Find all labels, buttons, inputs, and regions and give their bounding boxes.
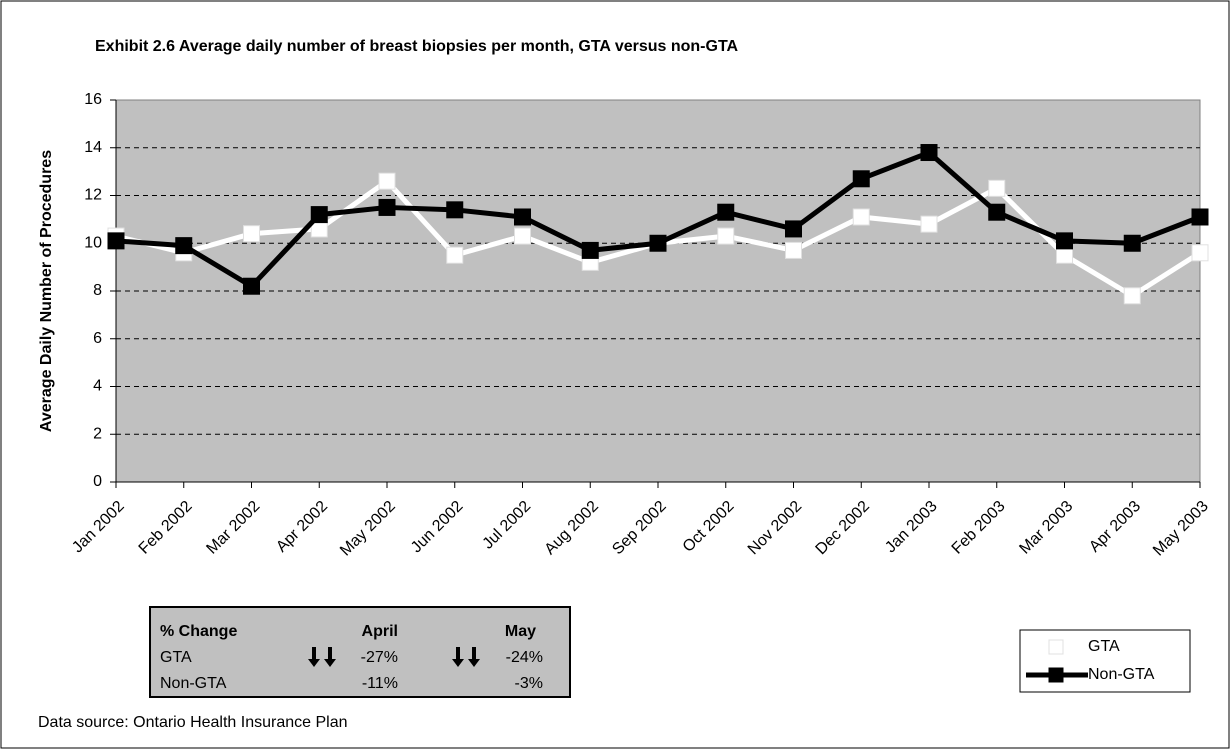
data-point: [378, 198, 396, 216]
data-point: [1056, 246, 1073, 264]
data-point: [717, 203, 735, 221]
table-cell: -11%: [362, 675, 398, 692]
data-point: [175, 237, 193, 255]
table-cell: Non-GTA: [160, 675, 227, 692]
data-point: [920, 144, 938, 162]
data-point: [920, 215, 938, 233]
table-header: % Change: [160, 623, 237, 640]
arrow-icons: [308, 647, 480, 667]
data-point: [514, 227, 531, 245]
chart-title: Exhibit 2.6 Average daily number of brea…: [95, 38, 739, 55]
y-tick-label: 12: [84, 187, 102, 204]
y-tick-label: 14: [84, 139, 102, 156]
legend-box: [1019, 629, 1191, 693]
data-point: [649, 234, 667, 252]
data-point: [514, 208, 531, 226]
legend-label: Non-GTA: [1088, 666, 1155, 683]
table-header: April: [362, 623, 398, 640]
table-cell: GTA: [160, 649, 192, 666]
y-axis-label: Average Daily Number of Procedures: [38, 150, 55, 432]
data-point: [378, 172, 396, 190]
data-point: [852, 170, 870, 188]
data-point: [1123, 287, 1141, 305]
data-point: [852, 208, 870, 226]
legend-marker: [1048, 639, 1064, 655]
data-point: [581, 241, 599, 259]
data-point: [988, 203, 1006, 221]
data-point: [243, 277, 260, 295]
y-tick-label: 4: [93, 378, 102, 395]
data-point: [243, 225, 260, 243]
change-table: [149, 606, 571, 698]
table-cell: -27%: [361, 649, 398, 666]
data-point: [785, 241, 802, 259]
y-tick-label: 10: [84, 234, 102, 251]
y-tick-label: 6: [93, 330, 102, 347]
data-point: [107, 232, 125, 250]
data-point: [446, 201, 464, 219]
data-point: [785, 220, 802, 238]
data-point: [988, 179, 1006, 197]
data-point: [446, 246, 464, 264]
table-header: May: [505, 623, 536, 640]
y-tick-label: 8: [93, 282, 102, 299]
table-cell: -24%: [506, 649, 543, 666]
data-point: [1056, 232, 1073, 250]
data-point: [1191, 208, 1209, 226]
data-point: [717, 227, 735, 245]
legend-label: GTA: [1088, 638, 1120, 655]
source-note: Data source: Ontario Health Insurance Pl…: [38, 714, 348, 731]
table-cell: -3%: [515, 675, 543, 692]
data-point: [1123, 234, 1141, 252]
y-tick-label: 16: [84, 91, 102, 108]
data-point: [1191, 244, 1209, 262]
y-tick-label: 0: [93, 473, 102, 490]
y-tick-label: 2: [93, 425, 102, 442]
legend-marker: [1048, 667, 1064, 683]
data-point: [310, 206, 328, 224]
